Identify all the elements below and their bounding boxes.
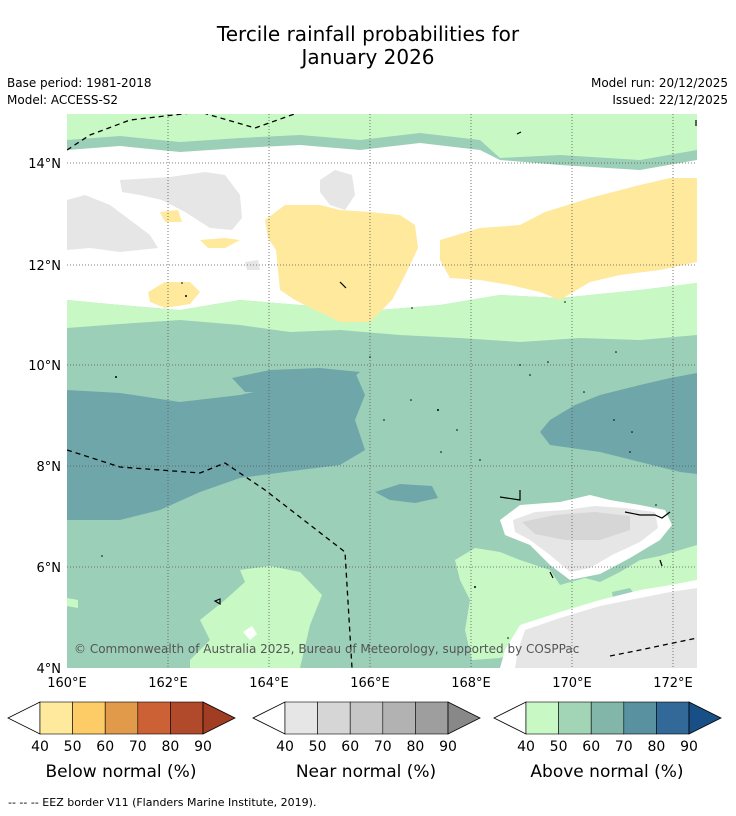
above-colorbar-low-extend (493, 701, 527, 735)
near-colorbar-tick-label: 70 (374, 739, 392, 755)
no-dominant-category-spot (243, 626, 257, 640)
above-normal-40-50-strip (67, 114, 697, 128)
y-tick-label: 14°N (28, 157, 61, 172)
x-tick-label: 160°E (47, 676, 87, 691)
below-colorbar-tick-label: 80 (161, 739, 179, 755)
above-normal-40-50-region-mid (67, 283, 697, 342)
above-normal-60-70-region-small (375, 484, 438, 503)
near-normal-colorbar: Near normal (%) 40 50 60 70 80 90 (252, 701, 481, 782)
above-colorbar-tick-label: 70 (615, 739, 633, 755)
near-colorbar-tick-label: 80 (406, 739, 424, 755)
y-tick-label: 6°N (37, 561, 62, 576)
above-colorbar-tick-label: 80 (647, 739, 665, 755)
near-normal-40-50-region-south-east (515, 588, 697, 668)
above-colorbar-tick-label: 60 (582, 739, 600, 755)
near-colorbar-high-extend (447, 701, 481, 735)
near-colorbar-box (284, 701, 318, 735)
above-colorbar-high-extend (688, 701, 722, 735)
issued-date: Issued: 22/12/2025 (612, 93, 728, 107)
x-tick-label: 162°E (148, 676, 188, 691)
above-normal-60-70-region-east (540, 373, 697, 474)
probability-map: © Commonwealth of Australia 2025, Bureau… (67, 114, 697, 668)
below-colorbar-tick-label: 90 (194, 739, 212, 755)
above-colorbar-tick-label: 50 (550, 739, 568, 755)
eez-footnote: -- -- -- EEZ border V11 (Flanders Marine… (8, 796, 317, 809)
below-normal-40-50-patch-small-2 (200, 238, 240, 248)
above-colorbar-box (590, 701, 625, 735)
below-normal-40-50-patch-west (148, 282, 200, 308)
above-colorbar-box (558, 701, 592, 735)
copyright-notice: © Commonwealth of Australia 2025, Bureau… (74, 642, 579, 656)
longitude-tick-labels: 160°E 162°E 164°E 166°E 168°E 170°E 172°… (47, 676, 693, 691)
near-colorbar-tick-label: 90 (439, 739, 457, 755)
above-colorbar-box (525, 701, 559, 735)
near-colorbar-low-extend (252, 701, 286, 735)
near-colorbar-box (415, 701, 449, 735)
model-run: Model run: 20/12/2025 (590, 76, 728, 90)
small-islands (101, 282, 657, 639)
near-colorbar-tick-label: 60 (341, 739, 359, 755)
below-colorbar-tick-label: 40 (31, 739, 49, 755)
below-colorbar-box (72, 701, 106, 735)
near-colorbar-tick-label: 40 (276, 739, 294, 755)
near-colorbar-tick-label: 50 (309, 739, 327, 755)
above-normal-40-50-region-south-west (190, 566, 322, 668)
above-colorbar-tick-label: 90 (680, 739, 698, 755)
below-colorbar-tick-label: 50 (64, 739, 82, 755)
near-normal-patch-west (67, 195, 158, 252)
x-tick-label: 170°E (552, 676, 592, 691)
above-normal-40-50-region-south-east (455, 545, 697, 660)
x-tick-label: 166°E (350, 676, 390, 691)
near-normal-title: Near normal (%) (296, 762, 436, 782)
y-tick-label: 8°N (37, 460, 62, 475)
below-normal-title: Below normal (%) (46, 762, 197, 782)
near-colorbar-box (317, 701, 351, 735)
near-normal-patch-central-west (120, 172, 242, 230)
above-normal-60-70-region-west (67, 372, 365, 520)
y-tick-label: 4°N (37, 662, 62, 677)
below-normal-40-50-patch-small-1 (160, 210, 182, 222)
above-colorbar-tick-label: 40 (517, 739, 535, 755)
near-normal-50-60-region (522, 512, 630, 540)
above-normal-40-50-region-edge (67, 598, 78, 608)
graticule (67, 114, 697, 668)
below-normal-40-50-region-east (440, 178, 697, 300)
near-normal-patch-central (320, 170, 355, 210)
near-normal-patch-small (245, 260, 260, 270)
below-colorbar-tick-label: 60 (96, 739, 114, 755)
island-outlines (213, 120, 697, 606)
below-normal-colorbar: Below normal (%) 40 50 60 70 80 90 (7, 701, 236, 782)
x-tick-label: 164°E (249, 676, 289, 691)
y-tick-label: 12°N (28, 259, 61, 274)
below-colorbar-low-extend (7, 701, 41, 735)
base-period: Base period: 1981-2018 (7, 76, 152, 90)
above-normal-title: Above normal (%) (530, 762, 683, 782)
below-colorbar-box (104, 701, 139, 735)
below-colorbar-box (137, 701, 171, 735)
above-colorbar-box (656, 701, 690, 735)
near-colorbar-box (382, 701, 416, 735)
model-name: Model: ACCESS-S2 (7, 93, 119, 107)
below-colorbar-tick-label: 70 (129, 739, 147, 755)
y-tick-label: 10°N (28, 359, 61, 374)
near-colorbar-box (349, 701, 384, 735)
above-colorbar-box (623, 701, 657, 735)
below-colorbar-box (39, 701, 73, 735)
chart-title-line1: Tercile rainfall probabilities for (216, 22, 520, 46)
above-normal-colorbar: Above normal (%) 40 50 60 70 80 90 (493, 701, 722, 782)
x-tick-label: 172°E (653, 676, 693, 691)
above-normal-60-70-region-strip (232, 368, 360, 392)
below-colorbar-box (170, 701, 204, 735)
chart-title-line2: January 2026 (301, 45, 435, 69)
latitude-tick-labels: 14°N 12°N 10°N 8°N 6°N 4°N (28, 157, 61, 677)
below-normal-40-50-region-central (265, 205, 418, 322)
eez-border-lines (67, 114, 697, 668)
below-colorbar-high-extend (202, 701, 236, 735)
x-tick-label: 168°E (451, 676, 491, 691)
